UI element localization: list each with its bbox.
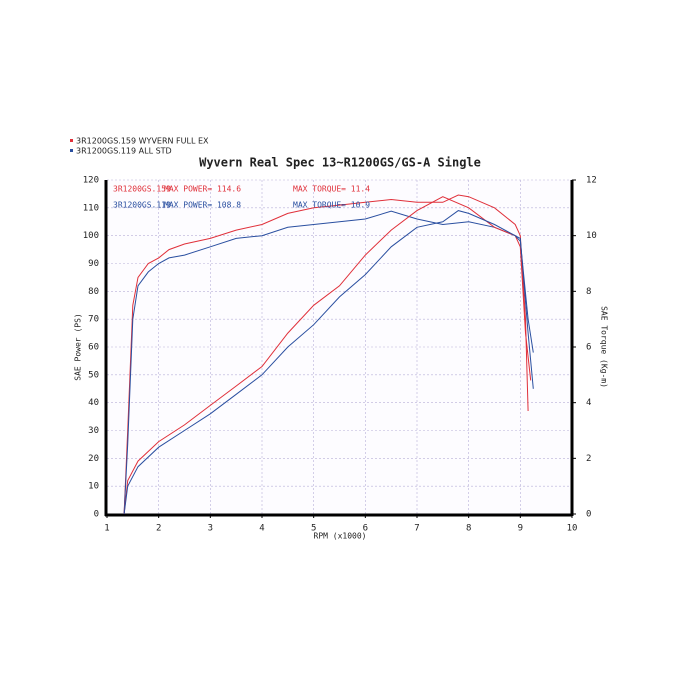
y2-tick-label: 8 [586, 287, 591, 297]
y-tick-label: 100 [83, 231, 99, 241]
x-tick-label: 2 [156, 524, 161, 534]
y-tick-label: 90 [88, 259, 99, 269]
annotation: 3R1200GS.119 [113, 201, 171, 210]
series-line [123, 196, 532, 515]
y-tick-label: 120 [83, 176, 99, 186]
y-tick-label: 50 [88, 370, 99, 380]
y2-tick-label: 6 [586, 343, 591, 353]
y-tick-label: 60 [88, 343, 99, 353]
legend-swatch [70, 139, 73, 142]
y-tick-label: 30 [88, 426, 99, 436]
y2-tick-label: 0 [586, 510, 591, 520]
x-tick-label: 8 [466, 524, 471, 534]
y-tick-label: 70 [88, 315, 99, 325]
y2-tick-label: 12 [586, 176, 597, 186]
x-tick-label: 3 [208, 524, 213, 534]
y-tick-label: 110 [83, 203, 99, 213]
legend-swatch [70, 149, 73, 152]
legend-label: 3R1200GS.159 WYVERN FULL EX [76, 137, 209, 146]
annotation: MAX POWER= 114.6 [164, 185, 241, 194]
y2-tick-label: 2 [586, 454, 591, 464]
legend-label: 3R1200GS.119 ALL STD [76, 147, 172, 156]
x-axis-label: RPM (x1000) [314, 532, 367, 541]
y-axis-label: SAE Power (PS) [74, 313, 83, 380]
series-line [123, 210, 534, 515]
y-tick-label: 20 [88, 454, 99, 464]
y2-tick-label: 4 [586, 398, 591, 408]
x-tick-label: 4 [259, 524, 264, 534]
annotation: MAX TORQUE= 11.4 [293, 185, 370, 194]
annotation: MAX POWER= 108.8 [164, 201, 241, 210]
x-tick-label: 5 [311, 524, 316, 534]
annotation: MAX TORQUE= 10.9 [293, 201, 370, 210]
x-tick-label: 10 [567, 524, 578, 534]
y2-axis-label: SAE Torque (Kg-m) [600, 306, 609, 388]
x-tick-label: 1 [104, 524, 109, 534]
x-tick-label: 9 [518, 524, 523, 534]
y-tick-label: 40 [88, 398, 99, 408]
series-line [123, 194, 529, 515]
x-tick-label: 7 [414, 524, 419, 534]
y-tick-label: 80 [88, 287, 99, 297]
annotation: 3R1200GS.159 [113, 185, 171, 194]
y-tick-label: 0 [94, 510, 99, 520]
x-tick-label: 6 [363, 524, 368, 534]
chart-title: Wyvern Real Spec 13~R1200GS/GS-A Single [199, 156, 481, 170]
y-tick-label: 10 [88, 482, 99, 492]
y2-tick-label: 10 [586, 231, 597, 241]
